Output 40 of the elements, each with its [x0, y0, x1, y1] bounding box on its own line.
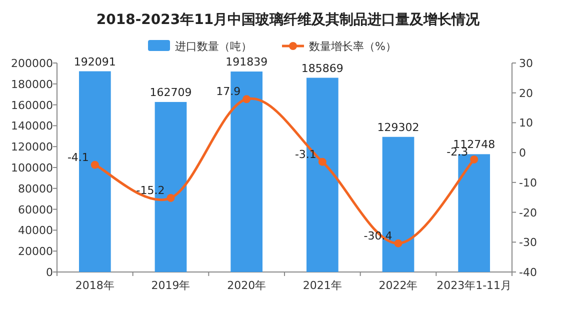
- x-tick-label: 2018年: [75, 279, 114, 292]
- point: [394, 239, 402, 248]
- x-tick-label: 2022年: [378, 279, 418, 292]
- data-label: 162709: [150, 86, 192, 99]
- point: [318, 158, 326, 166]
- y2-tick-label: -10: [519, 176, 537, 190]
- y-tick-label: 40000: [18, 224, 53, 238]
- x-tick-label: 2019年: [151, 279, 190, 292]
- y-tick-label: 180000: [11, 78, 53, 91]
- y2-tick-label: 30: [519, 57, 533, 70]
- y2-tick-label: 20: [519, 86, 533, 100]
- y-tick-label: 120000: [11, 140, 53, 154]
- y-tick-label: 100000: [11, 162, 53, 174]
- legend-label: 进口数量（吨）: [175, 40, 252, 53]
- data-label: 129302: [377, 120, 420, 134]
- y2-tick-label: -20: [519, 206, 537, 220]
- y-tick-label: 80000: [18, 182, 53, 196]
- y-tick-label: 160000: [11, 98, 53, 112]
- point: [242, 95, 251, 104]
- y2-tick-label: 10: [519, 116, 533, 130]
- x-tick-label: 2023年1-11月: [436, 279, 512, 292]
- point: [470, 155, 478, 164]
- y2-tick-label: -40: [519, 266, 537, 279]
- x-tick-label: 2020年: [227, 279, 266, 292]
- point: [90, 160, 99, 169]
- y-tick-label: 140000: [11, 120, 53, 133]
- data-label: 192091: [74, 55, 116, 68]
- x-tick-label: 2021年: [302, 279, 342, 292]
- y-tick-label: 60000: [18, 203, 53, 216]
- y-tick-label: 20000: [18, 245, 53, 258]
- y2-tick-label: 0: [519, 146, 526, 160]
- point: [166, 194, 175, 202]
- y-tick-label: 200000: [11, 57, 53, 70]
- data-label: 185869: [301, 62, 344, 75]
- data-label: 191839: [226, 56, 268, 69]
- y2-tick-label: -30: [519, 236, 537, 250]
- chart-title: 2018-2023年11月中国玻璃纤维及其制品进口量及增长情况: [96, 11, 481, 28]
- legend-label: 数量增长率（%）: [309, 40, 396, 53]
- bar: [458, 154, 490, 272]
- y-tick-label: 0: [46, 266, 53, 279]
